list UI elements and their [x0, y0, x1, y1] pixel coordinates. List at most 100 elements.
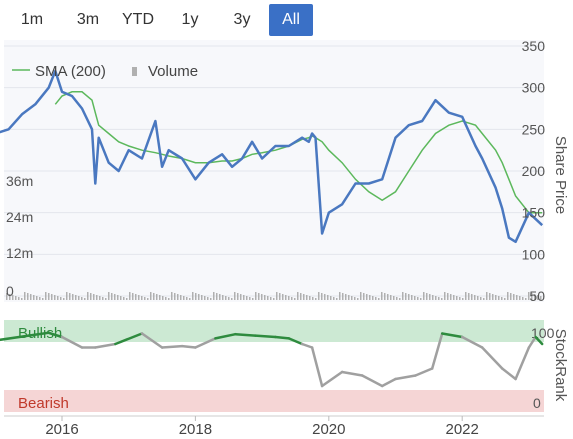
stockrank-segment: [360, 374, 384, 388]
volume-tick-label: 36m: [6, 173, 33, 189]
volume-bar: [486, 292, 488, 300]
range-button-1m[interactable]: 1m: [20, 11, 44, 28]
stockrank-segment: [47, 331, 64, 339]
volume-bar: [102, 297, 104, 300]
volume-bar: [36, 296, 38, 300]
volume-bar: [144, 297, 146, 300]
volume-bar: [9, 294, 11, 300]
volume-bar: [339, 292, 341, 300]
volume-bar: [435, 296, 437, 300]
volume-bar: [330, 296, 332, 300]
volume-bar: [99, 296, 101, 300]
range-button-3y[interactable]: 3y: [233, 11, 251, 28]
stockrank-segment: [340, 370, 364, 377]
stockrank-segment: [27, 331, 50, 337]
volume-bar: [189, 298, 191, 300]
volume-bar: [474, 295, 476, 300]
stockrank-segment: [287, 337, 304, 346]
volume-bar: [165, 297, 167, 300]
volume-bar: [492, 294, 494, 300]
volume-bar: [150, 292, 152, 300]
volume-bar: [222, 295, 224, 300]
volume-bar: [240, 294, 242, 300]
stockrank-segment: [480, 346, 504, 370]
volume-bar: [63, 298, 65, 300]
volume-bar: [159, 295, 161, 300]
volume-bar: [381, 292, 383, 300]
x-tick-label: 2016: [45, 421, 78, 438]
stockrank-segment: [527, 335, 537, 349]
volume-bar: [264, 295, 266, 300]
range-button-1y[interactable]: 1y: [181, 11, 199, 28]
volume-bar: [66, 292, 68, 300]
volume-bar: [318, 292, 320, 300]
stockrank-axis-label: StockRank: [552, 329, 569, 402]
volume-bar: [105, 298, 107, 300]
price-tick-label: 50: [529, 288, 545, 304]
volume-bar: [243, 295, 245, 300]
volume-bar: [177, 294, 179, 300]
volume-bar: [513, 294, 515, 300]
volume-bar: [288, 296, 290, 300]
volume-bar: [495, 295, 497, 300]
volume-bar: [231, 298, 233, 300]
volume-bar: [459, 297, 461, 300]
volume-bar: [162, 296, 164, 300]
volume-bar: [273, 298, 275, 300]
volume-bar: [117, 295, 119, 300]
stockrank-segment: [160, 344, 184, 349]
price-axis-label: Share Price: [552, 136, 569, 214]
volume-bar: [336, 298, 338, 300]
stockrank-segment: [310, 346, 324, 388]
volume-bar: [456, 296, 458, 300]
range-button-all[interactable]: All: [269, 4, 313, 36]
volume-bar: [204, 296, 206, 300]
volume-bar: [42, 298, 44, 300]
volume-bar: [54, 295, 56, 300]
price-line: [0, 69, 544, 244]
price-tick-label: 250: [522, 121, 546, 137]
volume-bar: [537, 295, 539, 300]
volume-bar: [186, 297, 188, 300]
volume-bar: [351, 296, 353, 300]
volume-bar: [414, 296, 416, 300]
volume-legend-label: Volume: [148, 63, 198, 80]
volume-bar: [228, 297, 230, 300]
volume-bar: [297, 292, 299, 300]
price-tick-label: 150: [522, 205, 546, 221]
volume-bar: [60, 297, 62, 300]
volume-bar: [93, 294, 95, 300]
stockrank-segment: [114, 332, 144, 346]
volume-bar: [447, 293, 449, 300]
volume-bars: [6, 292, 542, 300]
volume-bar: [309, 296, 311, 300]
volume-bar: [483, 298, 485, 300]
range-button-3m[interactable]: 3m: [76, 11, 100, 28]
volume-bar: [114, 294, 116, 300]
volume-bar: [87, 292, 89, 300]
volume-bar: [90, 293, 92, 300]
volume-bar: [84, 298, 86, 300]
volume-bar: [192, 292, 194, 300]
volume-bar: [141, 296, 143, 300]
volume-bar: [81, 297, 83, 300]
volume-bar: [291, 297, 293, 300]
price-series: [0, 69, 544, 244]
volume-bar: [48, 293, 50, 300]
volume-bar: [429, 294, 431, 300]
volume-bar: [270, 297, 272, 300]
volume-bar: [45, 292, 47, 300]
volume-bar: [462, 298, 464, 300]
volume-bar: [498, 296, 500, 300]
volume-bar: [519, 296, 521, 300]
bullish-band: [4, 320, 544, 342]
volume-bar: [267, 296, 269, 300]
volume-bar: [522, 297, 524, 300]
volume-bar: [372, 296, 374, 300]
stockrank-segment: [234, 332, 257, 337]
volume-bar: [321, 293, 323, 300]
volume-bar: [213, 292, 215, 300]
range-button-ytd[interactable]: YTD: [122, 11, 154, 28]
x-tick-label: 2022: [446, 421, 479, 438]
stockrank-segment: [320, 370, 344, 388]
